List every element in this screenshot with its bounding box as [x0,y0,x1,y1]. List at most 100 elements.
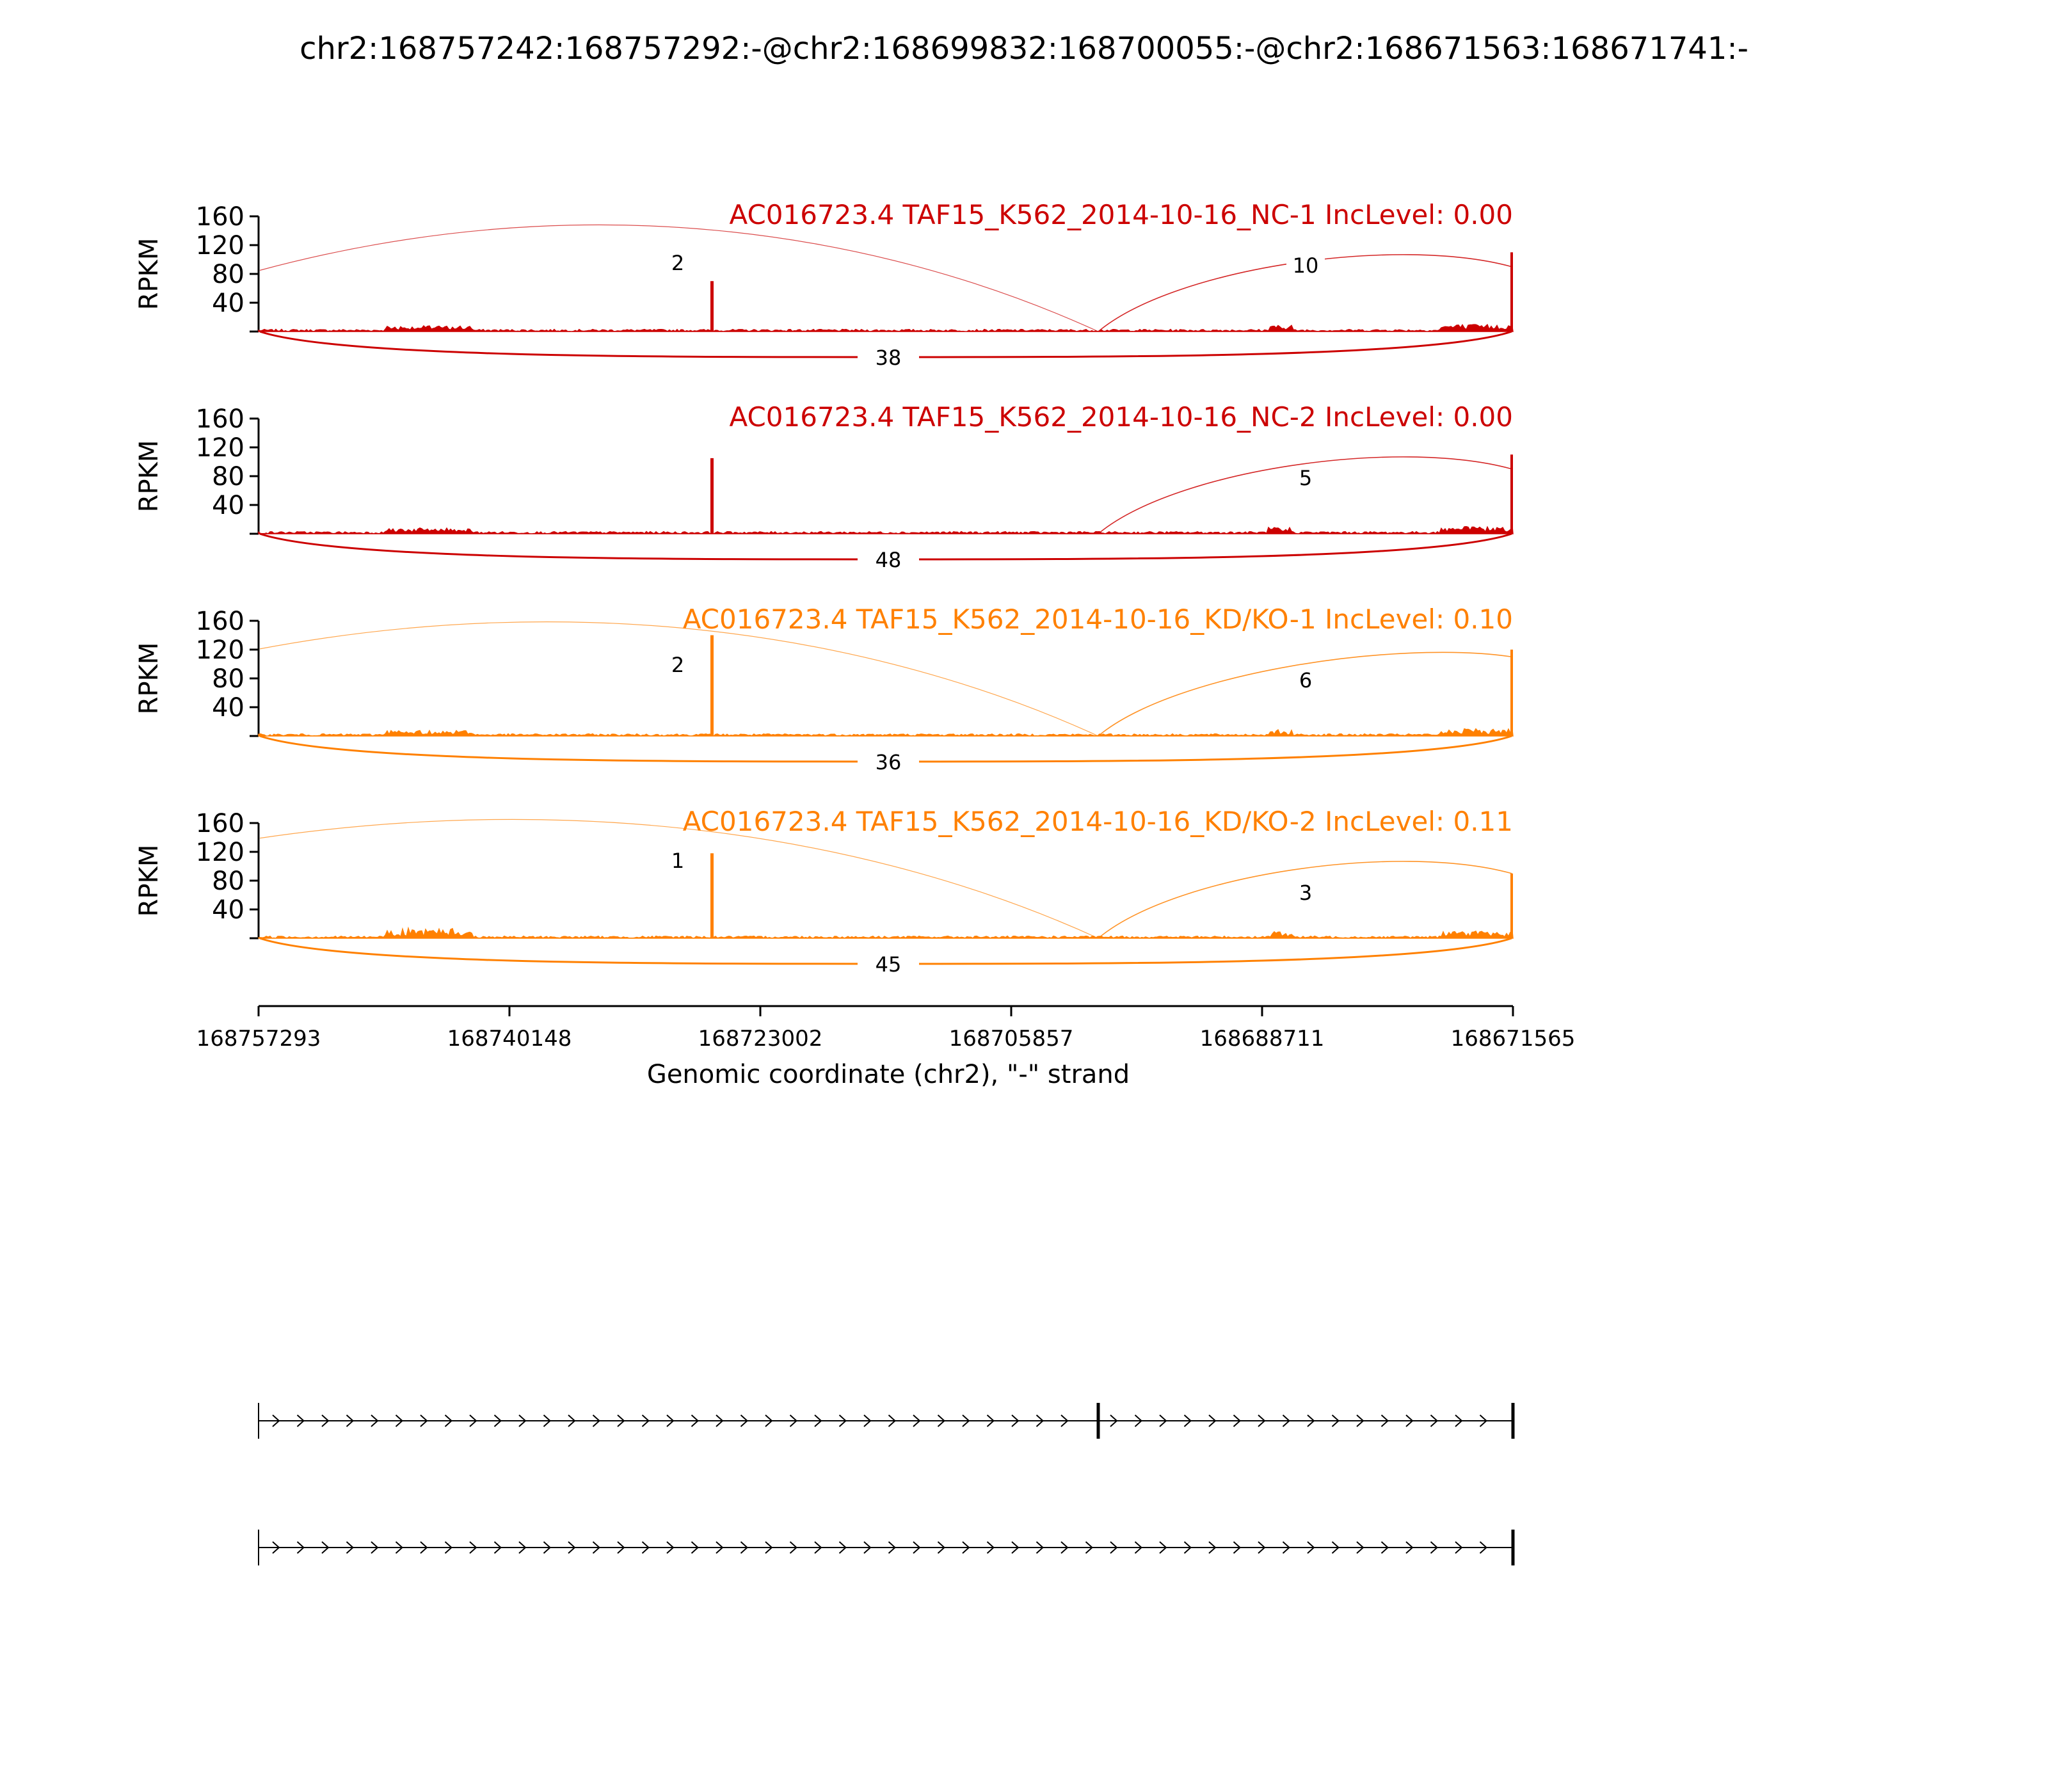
y-axis-label: RPKM [134,440,164,513]
strand-arrow [838,1541,847,1554]
strand-arrow [838,1414,847,1427]
y-tick-label: 120 [196,433,244,463]
coverage-peak [1510,252,1513,332]
y-tick-label: 160 [196,404,244,434]
y-tick-label: 80 [212,260,244,289]
x-tick-label: 168671565 [1451,1026,1576,1052]
y-axis-label: RPKM [134,643,164,715]
strand-arrow [1307,1414,1315,1427]
junction-count: 3 [1299,881,1312,905]
strand-arrow [346,1414,354,1427]
junction-label-bg [858,344,919,370]
y-tick-label: 120 [196,838,244,867]
y-tick-label: 120 [196,636,244,665]
strand-arrow [420,1414,428,1427]
strand-arrow [1307,1541,1315,1554]
junction-arc [259,819,1099,939]
strand-arrow [518,1414,527,1427]
strand-arrow [1455,1414,1463,1427]
strand-arrow [371,1414,379,1427]
y-axis-label: RPKM [134,238,164,310]
strand-arrow [272,1414,280,1427]
strand-arrow [1110,1414,1118,1427]
strand-arrow [814,1414,822,1427]
strand-arrow [296,1541,305,1554]
strand-arrow [1036,1541,1044,1554]
coverage-peak [710,853,714,938]
junction-count: 2 [671,251,684,275]
strand-arrow [444,1541,452,1554]
junction-count: 1 [671,849,684,873]
strand-arrow [1331,1541,1340,1554]
junction-label-bg [858,547,919,572]
strand-arrow [444,1414,452,1427]
y-tick-label: 120 [196,231,244,260]
coverage-area [258,926,1514,940]
strand-arrow [617,1414,625,1427]
strand-arrow [1258,1541,1266,1554]
strand-arrow [716,1541,724,1554]
strand-arrow [1208,1414,1217,1427]
strand-arrow [1183,1541,1192,1554]
junction-label-bg [858,749,919,774]
strand-arrow [346,1541,354,1554]
strand-arrow [1356,1414,1364,1427]
x-tick-label: 168740148 [447,1026,572,1052]
strand-arrow [814,1541,822,1554]
strand-arrow [986,1541,995,1554]
strand-arrow [1479,1414,1487,1427]
y-tick-label: 80 [212,867,244,896]
transcript-skipping [258,1530,1515,1565]
strand-arrow [1331,1414,1340,1427]
coverage-area [258,525,1514,534]
strand-arrow [962,1414,970,1427]
strand-arrow [789,1414,797,1427]
strand-arrow [518,1541,527,1554]
coverage-area [258,728,1514,737]
panel-title: AC016723.4 TAF15_K562_2014-10-16_KD/KO-2… [683,806,1513,837]
junction-arc [259,224,1099,332]
strand-arrow [765,1414,773,1427]
genomic-axis: 168757293 168740148 168723002 168705857 1686… [196,1005,1576,1052]
strand-arrow [1110,1541,1118,1554]
strand-arrow [272,1541,280,1554]
coverage-peak [1510,454,1513,534]
strand-arrow [740,1414,748,1427]
junction-count: 5 [1299,466,1312,490]
strand-arrow [1036,1414,1044,1427]
strand-arrow [1011,1414,1020,1427]
y-tick-label: 40 [212,895,244,925]
y-tick-label: 160 [196,202,244,232]
junction-count: 36 [876,750,902,774]
strand-arrow [568,1541,576,1554]
strand-arrow [1060,1414,1069,1427]
strand-arrow [913,1414,921,1427]
junction-count: 6 [1299,668,1312,692]
junction-label-bg [661,655,694,678]
strand-arrow [1183,1414,1192,1427]
strand-arrow [691,1414,699,1427]
x-tick-label: 168757293 [196,1026,321,1052]
strand-arrow [592,1541,600,1554]
strand-arrow [469,1541,477,1554]
panel-title: AC016723.4 TAF15_K562_2014-10-16_KD/KO-1… [683,604,1513,635]
y-axis-label: RPKM [134,845,164,917]
strand-arrow [937,1414,945,1427]
strand-arrow [986,1414,995,1427]
strand-arrow [1380,1541,1389,1554]
strand-arrow [913,1541,921,1554]
strand-arrow [1134,1414,1142,1427]
x-tick-label: 168705857 [949,1026,1074,1052]
strand-arrow [1159,1541,1167,1554]
strand-arrow [937,1541,945,1554]
strand-arrow [1430,1541,1438,1554]
junction-label-bg [1286,671,1325,694]
strand-arrow [666,1414,675,1427]
strand-arrow [395,1541,403,1554]
strand-arrow [420,1541,428,1554]
x-tick-label: 168723002 [698,1026,823,1052]
coverage-peak [1510,650,1513,736]
